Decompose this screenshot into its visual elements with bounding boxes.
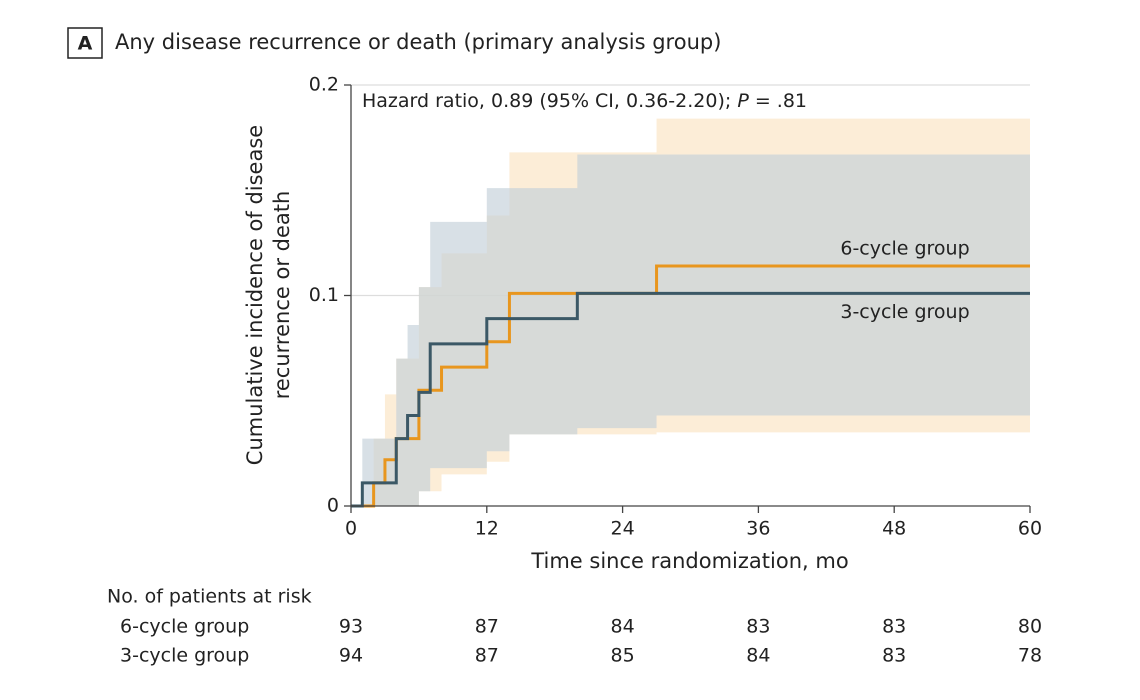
x-tick-label: 24 (611, 518, 635, 540)
x-tick-label: 12 (475, 518, 499, 540)
confidence-band (351, 154, 1030, 506)
chart-title: Any disease recurrence or death (primary… (115, 30, 721, 54)
risk-row-label: 6-cycle group (120, 616, 249, 638)
risk-count: 94 (339, 645, 363, 667)
risk-count: 85 (611, 645, 635, 667)
series-label: 3-cycle group (840, 301, 969, 323)
risk-count: 84 (611, 616, 635, 638)
risk-table-title: No. of patients at risk (107, 586, 312, 608)
risk-count: 83 (746, 616, 770, 638)
risk-count: 78 (1018, 645, 1042, 667)
step-line (351, 291, 1030, 508)
y-tick-label: 0 (327, 495, 339, 517)
x-tick-label: 36 (746, 518, 770, 540)
y-tick-label: 0.1 (309, 284, 339, 306)
series-label: 6-cycle group (840, 238, 969, 260)
x-tick-label: 0 (345, 518, 357, 540)
risk-row-label: 3-cycle group (120, 645, 249, 667)
panel-box (67, 27, 103, 59)
risk-count: 84 (746, 645, 770, 667)
annotation-text: P (737, 90, 749, 112)
risk-count: 87 (475, 616, 499, 638)
x-axis-label: Time since randomization, mo (530, 549, 848, 573)
panel-label: A (78, 33, 93, 55)
annotation-text: = .81 (749, 90, 807, 112)
x-tick-label: 60 (1018, 518, 1042, 540)
y-tick-label: 0.2 (309, 74, 339, 96)
x-tick-label: 48 (882, 518, 906, 540)
risk-count: 87 (475, 645, 499, 667)
y-axis-label: recurrence or death (270, 191, 294, 400)
y-axis-label: Cumulative incidence of disease (243, 125, 267, 465)
risk-count: 93 (339, 616, 363, 638)
risk-count: 80 (1018, 616, 1042, 638)
risk-count: 83 (882, 645, 906, 667)
annotation-text: Hazard ratio, 0.89 (95% CI, 0.36-2.20); (362, 90, 737, 112)
annotation: Hazard ratio, 0.89 (95% CI, 0.36-2.20); … (362, 90, 807, 112)
risk-count: 83 (882, 616, 906, 638)
